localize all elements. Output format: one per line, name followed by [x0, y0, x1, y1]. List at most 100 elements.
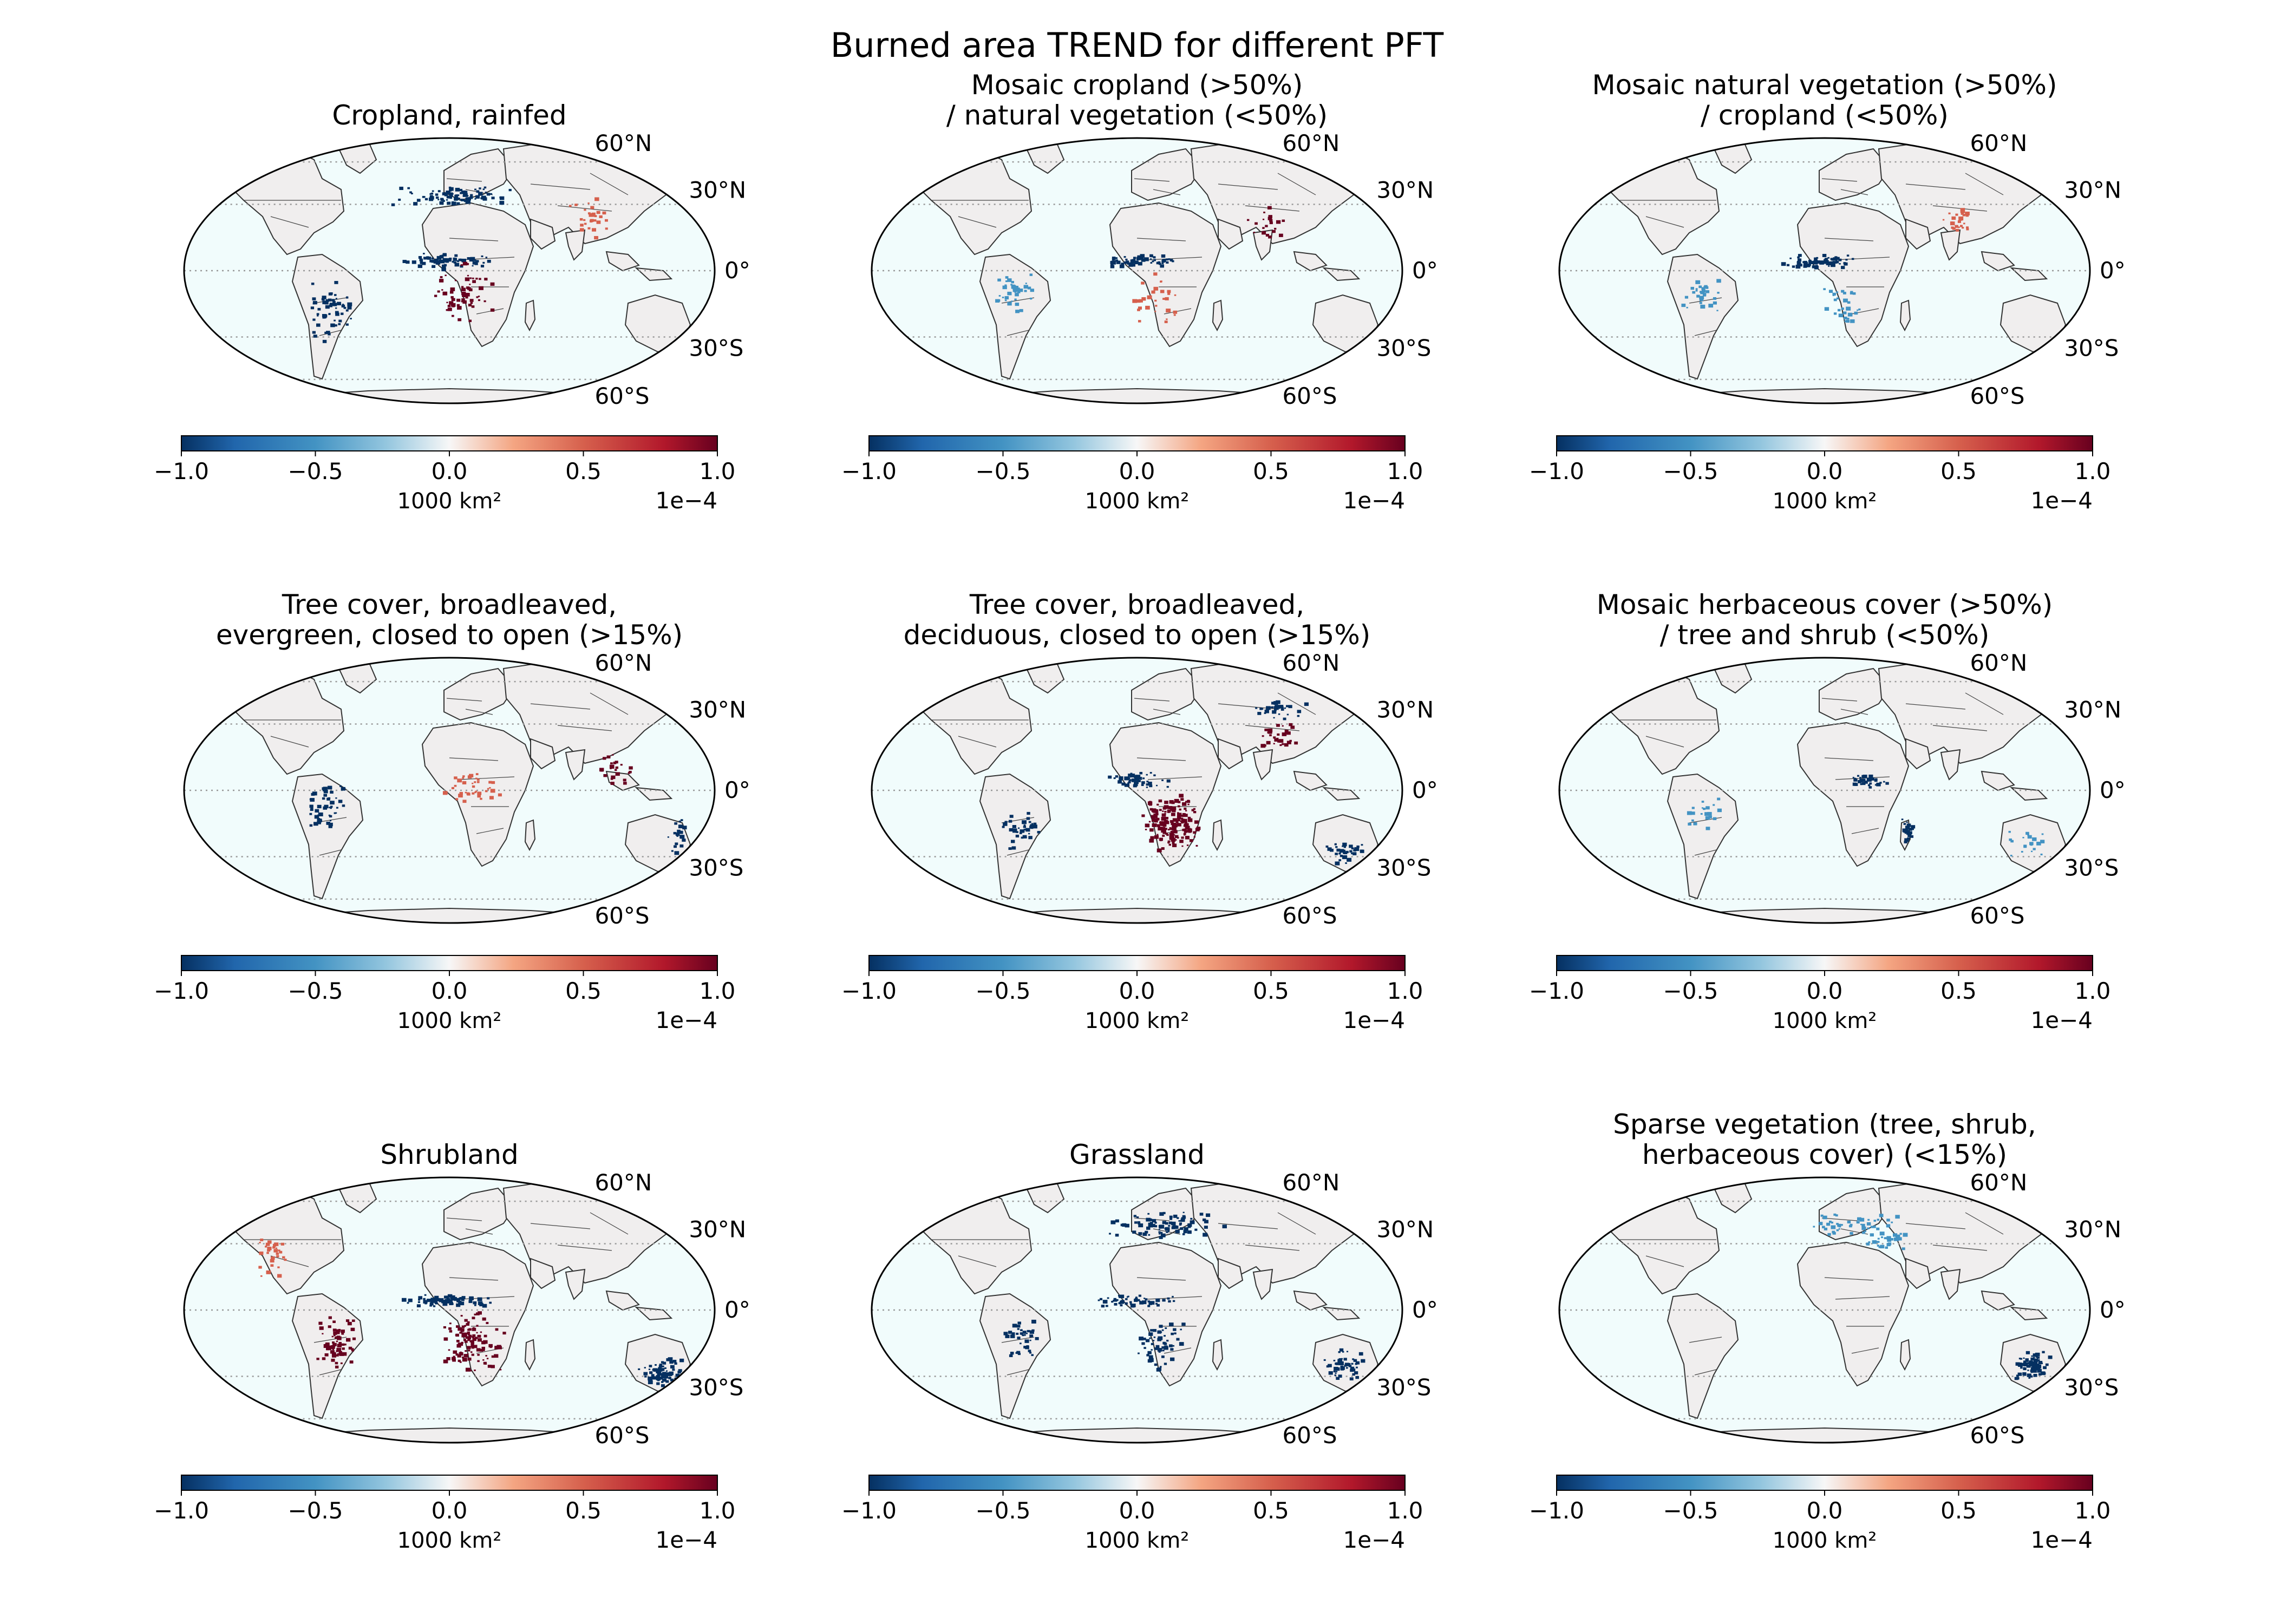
trend-pixel — [1203, 1233, 1208, 1237]
trend-pixel — [1020, 1329, 1023, 1332]
trend-pixel — [452, 1296, 457, 1301]
trend-pixel — [584, 222, 587, 225]
trend-pixel — [1166, 1339, 1169, 1342]
trend-pixel — [2026, 1360, 2029, 1362]
trend-pixel — [463, 1325, 466, 1327]
panel-title: Shrubland — [380, 1139, 518, 1170]
trend-pixel — [332, 1348, 335, 1351]
trend-pixel — [1334, 1374, 1336, 1376]
trend-pixel — [1172, 1225, 1177, 1229]
panel-cropland-rainfed: Cropland, rainfed60°N30°N0°30°S60°S−1.0−… — [154, 100, 750, 514]
trend-pixel — [1337, 1359, 1343, 1363]
trend-pixel — [1150, 1329, 1153, 1332]
trend-pixel — [1116, 1299, 1119, 1301]
trend-pixel — [1901, 818, 1904, 821]
trend-pixel — [483, 300, 486, 303]
trend-pixel — [1868, 786, 1872, 789]
trend-pixel — [437, 290, 440, 293]
trend-pixel — [1836, 1223, 1839, 1225]
trend-pixel — [482, 1317, 486, 1321]
trend-pixel — [407, 1302, 409, 1304]
trend-pixel — [1960, 219, 1963, 221]
trend-pixel — [496, 1345, 501, 1349]
trend-pixel — [1352, 1373, 1356, 1376]
trend-pixel — [1152, 823, 1157, 827]
trend-pixel — [1838, 1225, 1841, 1228]
trend-pixel — [464, 1340, 468, 1343]
trend-pixel — [2029, 842, 2034, 846]
trend-pixel — [471, 1340, 474, 1344]
trend-pixel — [1118, 1295, 1121, 1298]
trend-pixel — [417, 1301, 421, 1303]
trend-pixel — [1194, 1228, 1198, 1231]
trend-pixel — [259, 1242, 261, 1243]
trend-pixel — [1162, 1212, 1166, 1214]
trend-pixel — [2010, 840, 2014, 843]
trend-pixel — [2027, 1365, 2031, 1368]
trend-pixel — [1264, 712, 1266, 714]
trend-pixel — [1128, 781, 1131, 784]
trend-pixel — [2036, 1364, 2042, 1368]
trend-pixel — [345, 309, 349, 312]
trend-pixel — [1325, 845, 1329, 848]
trend-pixel — [1010, 1352, 1014, 1355]
trend-pixel — [1016, 831, 1018, 833]
trend-pixel — [1274, 709, 1277, 711]
trend-pixel — [475, 790, 478, 793]
trend-pixel — [482, 261, 485, 264]
trend-pixel — [1187, 1223, 1192, 1227]
trend-pixel — [447, 305, 451, 307]
trend-pixel — [1164, 805, 1169, 809]
trend-pixel — [1162, 810, 1164, 812]
trend-pixel — [271, 1259, 274, 1261]
trend-pixel — [1335, 1372, 1337, 1374]
trend-pixel — [1879, 1232, 1885, 1236]
trend-pixel — [1699, 296, 1704, 300]
trend-pixel — [1942, 219, 1945, 221]
map — [871, 657, 1403, 924]
trend-pixel — [1017, 1321, 1022, 1325]
trend-pixel — [1850, 292, 1853, 294]
trend-pixel — [1866, 1242, 1870, 1246]
trend-pixel — [1850, 1223, 1853, 1226]
trend-pixel — [680, 819, 683, 821]
trend-pixel — [1162, 298, 1165, 300]
trend-pixel — [1142, 1232, 1147, 1236]
trend-pixel — [439, 279, 444, 283]
trend-pixel — [1141, 814, 1145, 817]
trend-pixel — [1279, 744, 1282, 746]
trend-pixel — [670, 1378, 674, 1381]
trend-pixel — [411, 260, 416, 264]
trend-pixel — [1267, 730, 1272, 734]
trend-pixel — [1162, 834, 1165, 837]
trend-pixel — [1173, 310, 1178, 314]
trend-pixel — [1717, 292, 1720, 294]
trend-pixel — [466, 263, 469, 265]
trend-pixel — [1148, 1223, 1152, 1226]
latitude-label: 30°N — [2064, 1216, 2121, 1243]
trend-pixel — [1185, 810, 1187, 811]
panel-title-line: Mosaic cropland (>50%) — [971, 69, 1303, 101]
trend-pixel — [579, 228, 584, 232]
trend-pixel — [1141, 1342, 1145, 1345]
trend-pixel — [1846, 254, 1850, 257]
trend-pixel — [1136, 1216, 1139, 1219]
trend-pixel — [1115, 1219, 1119, 1223]
trend-pixel — [675, 842, 678, 846]
trend-pixel — [1161, 1329, 1164, 1331]
trend-pixel — [1336, 849, 1339, 851]
trend-pixel — [1136, 257, 1141, 260]
trend-pixel — [467, 274, 469, 277]
trend-pixel — [1795, 265, 1801, 269]
trend-pixel — [1177, 1217, 1179, 1219]
trend-pixel — [471, 1353, 474, 1356]
trend-pixel — [1822, 1215, 1827, 1220]
trend-pixel — [1194, 820, 1199, 824]
globe-outline — [871, 1176, 1403, 1444]
colorbar-tick-label: 0.0 — [1807, 458, 1843, 484]
trend-pixel — [1345, 862, 1347, 864]
trend-pixel — [428, 257, 430, 259]
trend-pixel — [1360, 849, 1364, 853]
trend-pixel — [1138, 261, 1142, 266]
trend-pixel — [482, 197, 487, 201]
